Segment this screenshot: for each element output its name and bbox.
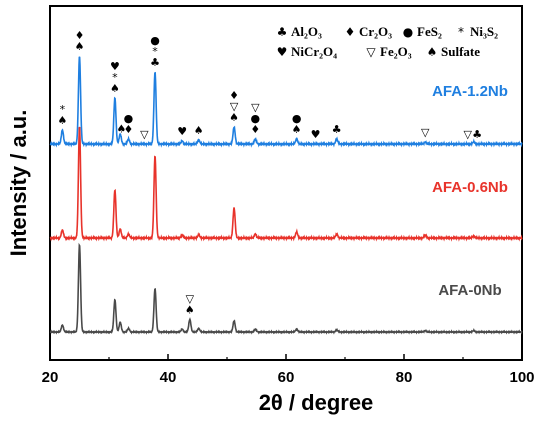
legend-label: Ni₃S₂ — [470, 24, 498, 39]
legend-label: NiCr₂O₄ — [291, 44, 337, 59]
peak-marker: * — [152, 45, 158, 58]
legend-label: Sulfate — [441, 44, 480, 59]
x-axis-ticks: 20 40 60 80 100 — [42, 354, 535, 386]
legend-label: Cr₂O₃ — [359, 24, 392, 39]
peak-marker: ▽ — [186, 292, 195, 305]
series-line-afa-1-2nb — [49, 56, 523, 148]
y-axis-title: Intensity / a.u. — [6, 110, 31, 257]
peak-marker: ♠ — [116, 123, 126, 136]
peak-marker: ▽ — [463, 128, 472, 141]
peak-marker: ♠ — [185, 303, 195, 316]
x-axis-title: 2θ / degree — [259, 390, 374, 415]
peak-marker: ● — [251, 112, 261, 125]
legend-symbol: ♠ — [427, 45, 438, 59]
peak-marker: ▽ — [140, 128, 149, 141]
series-label-afa-0nb: AFA-0Nb — [438, 282, 501, 299]
peak-marker: ♥ — [110, 60, 120, 73]
peak-marker: ♣ — [332, 123, 342, 136]
legend-label: Fe₂O₃ — [380, 44, 412, 59]
x-tick-label: 80 — [396, 369, 413, 386]
peak-marker: ▽ — [251, 101, 260, 114]
peak-marker: ♠ — [57, 114, 67, 127]
peak-marker: * — [112, 71, 118, 84]
series-label-afa-0-6nb: AFA-0.6Nb — [432, 179, 508, 196]
peak-marker: ♠ — [75, 40, 85, 53]
peak-marker: ▽ — [421, 126, 430, 139]
peak-marker: ♠ — [229, 111, 239, 124]
legend: ♣ Al₂O₃ ♦ Cr₂O₃ ● FeS₂ * Ni₃S₂ ♥ NiCr₂O₄ ▽ Fe₂O₃ ♠ Su… — [277, 24, 499, 59]
series-line-afa-0nb — [49, 242, 523, 335]
legend-label: FeS₂ — [417, 24, 442, 39]
legend-symbol: ● — [403, 25, 413, 39]
legend-label: Al₂O₃ — [291, 24, 322, 39]
peak-marker: ♦ — [124, 123, 134, 136]
peak-marker: ♣ — [472, 128, 482, 141]
x-tick-label: 100 — [509, 369, 534, 386]
peak-marker: ● — [292, 112, 302, 125]
peak-marker: ♦ — [229, 89, 239, 102]
peak-marker: ♥ — [177, 125, 187, 138]
legend-symbol: ♥ — [277, 45, 288, 59]
peak-marker: ● — [150, 34, 160, 47]
peak-marker: ♥ — [311, 128, 321, 141]
traces — [49, 56, 523, 335]
peak-marker: ♠ — [110, 82, 120, 95]
peak-annotations: *♠♦♠♥*♠♠●♦ ▽●*♣♥ ♠♦▽♠▽●♦●♠ ♥ ♣ ▽ ▽ ♣▽♠ — [57, 29, 482, 316]
peak-marker: ♠ — [194, 124, 204, 137]
x-tick-label: 20 — [42, 369, 59, 386]
series-label-afa-1-2nb: AFA-1.2Nb — [432, 83, 508, 100]
peak-marker: ♦ — [250, 123, 260, 136]
legend-symbol: * — [458, 25, 464, 39]
legend-symbol: ♦ — [345, 25, 356, 39]
series-labels: AFA-1.2Nb AFA-0.6Nb AFA-0Nb — [432, 83, 508, 299]
legend-symbol: ♣ — [277, 25, 288, 39]
peak-marker: ♠ — [292, 123, 302, 136]
peak-marker: * — [60, 103, 66, 116]
peak-marker: ● — [124, 112, 134, 125]
legend-symbol: ▽ — [366, 45, 376, 59]
x-tick-label: 40 — [160, 369, 177, 386]
series-line-afa-0-6nb — [49, 126, 523, 242]
peak-marker: ▽ — [230, 100, 239, 113]
peak-marker: ♦ — [75, 29, 85, 42]
peak-marker: ♣ — [150, 56, 160, 69]
x-tick-label: 60 — [278, 369, 295, 386]
